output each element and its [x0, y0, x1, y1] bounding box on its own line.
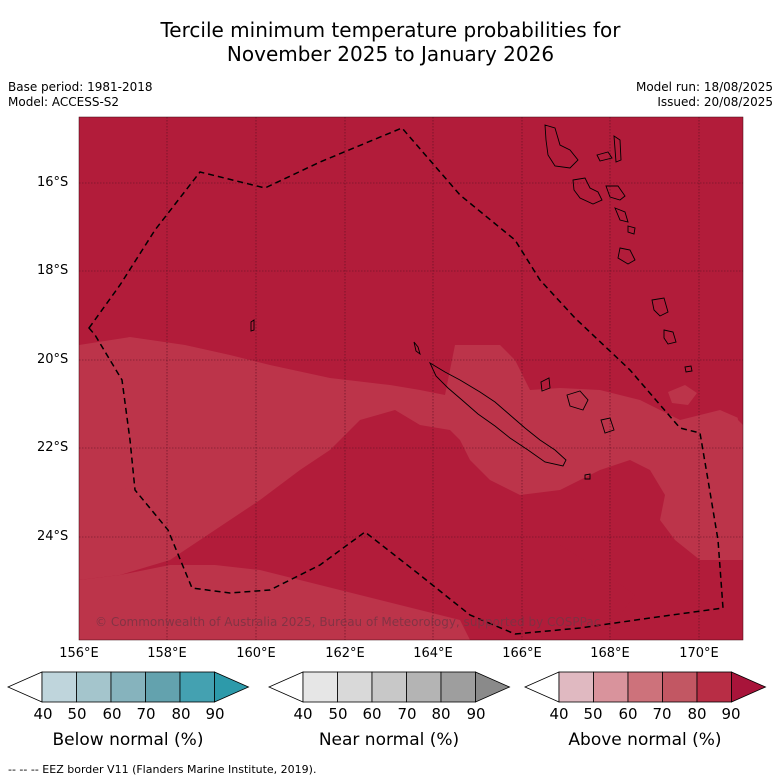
colorbar-above-normal	[524, 671, 767, 703]
above-colorbar-segment	[558, 671, 594, 703]
below-tick: 60	[102, 705, 122, 723]
issued-date: Issued: 20/08/2025	[657, 95, 773, 109]
probability-field-70-south	[79, 565, 470, 640]
vanuatu-islands	[544, 124, 693, 373]
lat-label-18s: 18°S	[37, 263, 69, 278]
probability-field-70	[79, 337, 743, 580]
metadata-left: Base period: 1981-2018 Model: ACCESS-S2	[8, 80, 153, 110]
near-colorbar-segment	[337, 671, 373, 703]
eez-footer-note: -- -- -- EEZ border V11 (Flanders Marine…	[8, 763, 317, 776]
belep-island	[413, 341, 421, 356]
below-colorbar-segment	[41, 671, 77, 703]
near-colorbar-extend-low	[268, 671, 304, 703]
isle-of-pines	[584, 473, 591, 480]
below-colorbar-segment	[179, 671, 215, 703]
lat-label-20s: 20°S	[37, 352, 69, 367]
metadata-right: Model run: 18/08/2025 Issued: 20/08/2025	[636, 80, 773, 110]
below-tick: 90	[205, 705, 225, 723]
below-tick: 80	[171, 705, 191, 723]
model-name: Model: ACCESS-S2	[8, 95, 120, 109]
near-normal-title: Near normal (%)	[318, 730, 460, 750]
loyalty-island-3	[600, 417, 615, 434]
near-tick: 90	[466, 705, 486, 723]
model-run: Model run: 18/08/2025	[635, 80, 773, 94]
lon-label-166e: 166°E	[502, 646, 542, 661]
lon-label-164e: 164°E	[413, 646, 453, 661]
near-colorbar-segment	[440, 671, 476, 703]
lat-label-24s: 24°S	[37, 529, 69, 544]
near-tick: 70	[397, 705, 417, 723]
graticule	[79, 117, 743, 640]
small-islet	[250, 319, 255, 332]
above-tick: 70	[652, 705, 672, 723]
lat-label-16s: 16°S	[37, 175, 69, 190]
colorbar-near-normal	[268, 671, 511, 703]
loyalty-island-1	[540, 377, 551, 392]
lon-label-170e: 170°E	[679, 646, 719, 661]
below-tick: 50	[67, 705, 87, 723]
above-tick: 50	[583, 705, 603, 723]
above-normal-title: Above normal (%)	[568, 730, 722, 750]
near-colorbar-segment	[302, 671, 338, 703]
lon-label-168e: 168°E	[590, 646, 630, 661]
map-title-line-2: November 2025 to January 2026	[226, 42, 555, 66]
below-tick: 70	[136, 705, 156, 723]
above-tick: 40	[549, 705, 569, 723]
near-tick: 80	[431, 705, 451, 723]
near-colorbar-extend-high	[475, 671, 511, 703]
above-colorbar-segment	[662, 671, 698, 703]
loyalty-island-2	[566, 390, 589, 411]
below-tick: 40	[33, 705, 53, 723]
below-colorbar-segment	[145, 671, 181, 703]
above-colorbar-segment	[696, 671, 732, 703]
probability-field-70-islet	[668, 385, 697, 405]
above-colorbar-segment	[627, 671, 663, 703]
colorbar-below-normal	[7, 671, 250, 703]
map-title-line-1: Tercile minimum temperature probabilitie…	[160, 18, 621, 42]
near-tick: 50	[328, 705, 348, 723]
map-title: Tercile minimum temperature probabilitie…	[0, 18, 781, 66]
lon-label-158e: 158°E	[147, 646, 187, 661]
near-colorbar-segment	[371, 671, 407, 703]
probability-field-80-south	[470, 535, 635, 635]
map-area	[79, 117, 743, 640]
above-colorbar-extend-low	[524, 671, 560, 703]
lon-label-156e: 156°E	[59, 646, 99, 661]
below-colorbar-extend-high	[214, 671, 250, 703]
new-caledonia-island	[428, 361, 567, 467]
lon-label-160e: 160°E	[236, 646, 276, 661]
above-tick: 90	[721, 705, 741, 723]
below-colorbar-segment	[110, 671, 146, 703]
lon-label-162e: 162°E	[325, 646, 365, 661]
above-colorbar-segment	[593, 671, 629, 703]
lat-label-22s: 22°S	[37, 440, 69, 455]
below-colorbar-segment	[76, 671, 112, 703]
near-tick: 40	[293, 705, 313, 723]
above-tick: 80	[687, 705, 707, 723]
copyright-notice: © Commonwealth of Australia 2025, Bureau…	[95, 615, 601, 629]
base-period: Base period: 1981-2018	[8, 80, 153, 94]
probability-field-80-east	[735, 380, 743, 425]
below-normal-title: Below normal (%)	[52, 730, 204, 750]
eez-border	[88, 127, 724, 635]
below-colorbar-extend-low	[7, 671, 43, 703]
map-frame	[78, 116, 744, 641]
above-colorbar-extend-high	[731, 671, 767, 703]
near-tick: 60	[362, 705, 382, 723]
near-colorbar-segment	[406, 671, 442, 703]
above-tick: 60	[618, 705, 638, 723]
